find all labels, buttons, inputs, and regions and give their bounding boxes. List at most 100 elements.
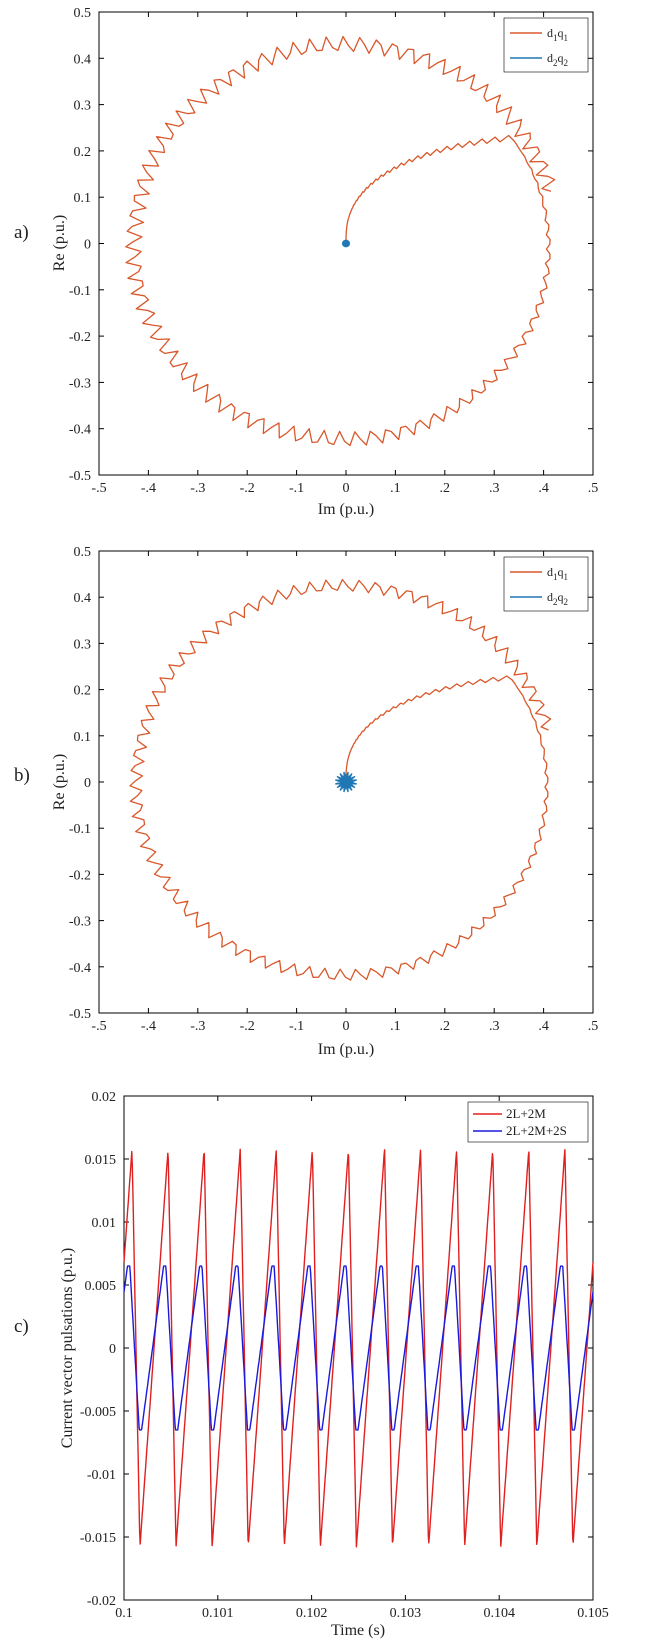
panel-b-y-tick-label-2: -0.3 (69, 915, 91, 930)
panel-c-x-tick-label-0: 0.1 (115, 1606, 133, 1621)
panel-b-x-tick-label-3: -.2 (240, 1019, 255, 1034)
panel-c-label: c) (14, 1316, 29, 1337)
panel-a-legend-label-d2q2: d2q2 (547, 51, 568, 68)
panel-a-y-tick-label-3: -0.2 (69, 330, 91, 345)
panel-c-y-tick-label-6: 0.01 (92, 1216, 117, 1231)
panel-b-label: b) (14, 765, 30, 786)
panel-a-x-tick-label-4: -.1 (289, 481, 304, 496)
panel-b-x-tick-label-4: -.1 (289, 1019, 304, 1034)
panel-b-legend-label-d1q1: d1q1 (547, 565, 568, 582)
panel-b-y-tick-label-7: 0.2 (74, 684, 92, 699)
panel-c-y-tick-label-2: -0.01 (87, 1468, 116, 1483)
panel-a-x-tick-label-10: .5 (588, 481, 599, 496)
panel-a-legend-d1q1-part1: d (547, 26, 553, 40)
panel-a-y-tick-label-2: -0.3 (69, 376, 91, 391)
panel-a-x-tick-label-8: .3 (489, 481, 500, 496)
panel-b-x-tick-label-6: .1 (390, 1019, 401, 1034)
panel-b-x-tick-label-1: -.4 (141, 1019, 156, 1034)
panel-c-x-tick-label-4: 0.104 (483, 1606, 515, 1621)
panel-c-legend-label-2L+2M: 2L+2M (506, 1106, 546, 1121)
panel-b-x-axis-title: Im (p.u.) (318, 1041, 374, 1058)
panel-b-y-axis-title: Re (p.u.) (51, 754, 68, 810)
panel-c-series-2L+2M+2S-line (123, 1265, 594, 1431)
panel-a-series-d2q2-marker (341, 239, 351, 248)
panel-c-y-tick-label-1: -0.015 (80, 1531, 116, 1546)
panel-a-y-tick-label-4: -0.1 (69, 284, 91, 299)
panel-a-y-tick-label-6: 0.1 (74, 191, 92, 206)
panel-b-legend-d1q1-part1: d (547, 565, 553, 579)
panel-b-x-tick-label-7: .2 (440, 1019, 451, 1034)
panel-c-legend-label-2L+2M+2S: 2L+2M+2S (506, 1123, 567, 1138)
panel-c-y-tick-label-0: -0.02 (87, 1594, 116, 1609)
panel-a-y-tick-label-9: 0.4 (74, 52, 92, 67)
panel-b-x-tick-label-10: .5 (588, 1019, 599, 1034)
panel-a-legend-d2q2-part2: 2 (553, 58, 558, 68)
panel-a-legend: d1q1 d2q2 (503, 17, 589, 73)
panel-b-legend-d2q2-part1: d (547, 590, 553, 604)
panel-a-series-d1q1-line (125, 35, 556, 447)
panel-a-legend-d1q1-part3: q (558, 26, 564, 40)
panel-c-x-tick-label-2: 0.102 (296, 1606, 328, 1621)
panel-b-x-tick-label-5: 0 (343, 1019, 350, 1034)
panel-a-x-tick-label-9: .4 (538, 481, 549, 496)
panel-c: c) 0.1 0.101 0.102 0.103 0.104 0.105 -0.02-0.… (14, 1090, 609, 1639)
panel-b-legend-d1q1-part2: 1 (553, 572, 558, 582)
panel-c-y-tick-label-8: 0.02 (92, 1090, 117, 1105)
panel-a-x-axis-title: Im (p.u.) (318, 501, 374, 518)
panel-a-x-tick-label-2: -.3 (190, 481, 205, 496)
panel-a-legend-label-d1q1: d1q1 (547, 26, 568, 43)
panel-b-y-tick-label-8: 0.3 (74, 637, 92, 652)
panel-b-y-tick-label-9: 0.4 (74, 591, 92, 606)
panel-b-x-tick-label-2: -.3 (190, 1019, 205, 1034)
panel-c-legend: 2L+2M 2L+2M+2S (467, 1101, 589, 1143)
panel-b-y-tick-label-6: 0.1 (74, 730, 92, 745)
panel-a-x-tick-label-6: .1 (390, 481, 401, 496)
panel-b-legend-label-d2q2: d2q2 (547, 590, 568, 607)
panel-b: b) -.5 -.4 -.3 -.2 -.1 0.1.2.3.4.5 -0.5-0.4-0… (14, 545, 598, 1058)
panel-c-y-tick-label-3: -0.005 (80, 1405, 116, 1420)
panel-a-x-tick-label-3: -.2 (240, 481, 255, 496)
panel-b-y-tick-label-5: 0 (84, 776, 91, 791)
panel-a-x-ticks: -.5 -.4 -.3 -.2 -.1 0 .1 .2 .3 .4 .5 (91, 12, 598, 496)
panel-b-x-ticks: -.5 -.4 -.3 -.2 -.1 0 .1 .2 .3 .4 .5 (91, 551, 598, 1034)
panel-a-legend-d1q1-part2: 1 (553, 33, 558, 43)
panel-c-x-tick-label-5: 0.105 (577, 1606, 609, 1621)
panel-b-y-tick-label-10: 0.5 (74, 545, 92, 560)
panel-b-legend-d1q1-part4: 1 (564, 572, 569, 582)
panel-a-legend-d2q2-part3: q (558, 51, 564, 65)
panel-b-x-tick-label-9: .4 (538, 1019, 549, 1034)
panel-a: a) -.5 -.4 -.3 -.2 -.1 0.1.2.3.4.5 -0.5-0.4-0… (14, 6, 598, 518)
panel-b-legend-box (503, 556, 589, 612)
panel-a-y-tick-label-8: 0.3 (74, 99, 92, 114)
panel-a-y-tick-label-5: 0 (84, 238, 91, 253)
panel-a-y-tick-label-10: 0.5 (74, 6, 92, 21)
panel-b-series-d1q1-line (129, 578, 552, 981)
panel-c-y-tick-label-5: 0.005 (85, 1279, 117, 1294)
panel-b-y-tick-label-4: -0.1 (69, 822, 91, 837)
panel-b-legend-d2q2-part3: q (558, 590, 564, 604)
panel-c-series-2L+2M-line (123, 1148, 594, 1548)
panel-c-x-tick-label-1: 0.101 (202, 1606, 234, 1621)
panel-c-y-tick-label-4: 0 (109, 1342, 116, 1357)
panel-a-y-tick-label-7: 0.2 (74, 145, 92, 160)
panel-b-y-tick-label-0: -0.5 (69, 1007, 91, 1022)
panel-c-x-axis-title: Time (s) (331, 1622, 385, 1639)
panel-b-y-tick-label-3: -0.2 (69, 868, 91, 883)
panel-c-legend-box (467, 1101, 589, 1143)
panel-a-x-tick-label-1: -.4 (141, 481, 156, 496)
panel-a-legend-d2q2-part4: 2 (564, 58, 569, 68)
panel-b-legend: d1q1 d2q2 (503, 556, 589, 612)
panel-c-y-axis-title: Current vector pulsations (p.u.) (59, 1248, 76, 1448)
panel-a-legend-d1q1-part4: 1 (564, 33, 569, 43)
panel-b-legend-d2q2-part4: 2 (564, 597, 569, 607)
panel-a-label: a) (14, 222, 29, 243)
panel-a-y-tick-label-0: -0.5 (69, 469, 91, 484)
panel-a-legend-box (503, 17, 589, 73)
panel-b-x-tick-label-8: .3 (489, 1019, 500, 1034)
panel-a-y-axis-title: Re (p.u.) (51, 215, 68, 271)
panel-a-y-tick-label-1: -0.4 (69, 423, 91, 438)
panel-b-legend-d1q1-part3: q (558, 565, 564, 579)
panel-a-y-ticks: -0.5 -0.4 -0.3 -0.2 -0.1 0 0.1 0.2 0.3 0.4 0.5 (69, 6, 593, 484)
panel-c-y-tick-label-7: 0.015 (85, 1153, 117, 1168)
